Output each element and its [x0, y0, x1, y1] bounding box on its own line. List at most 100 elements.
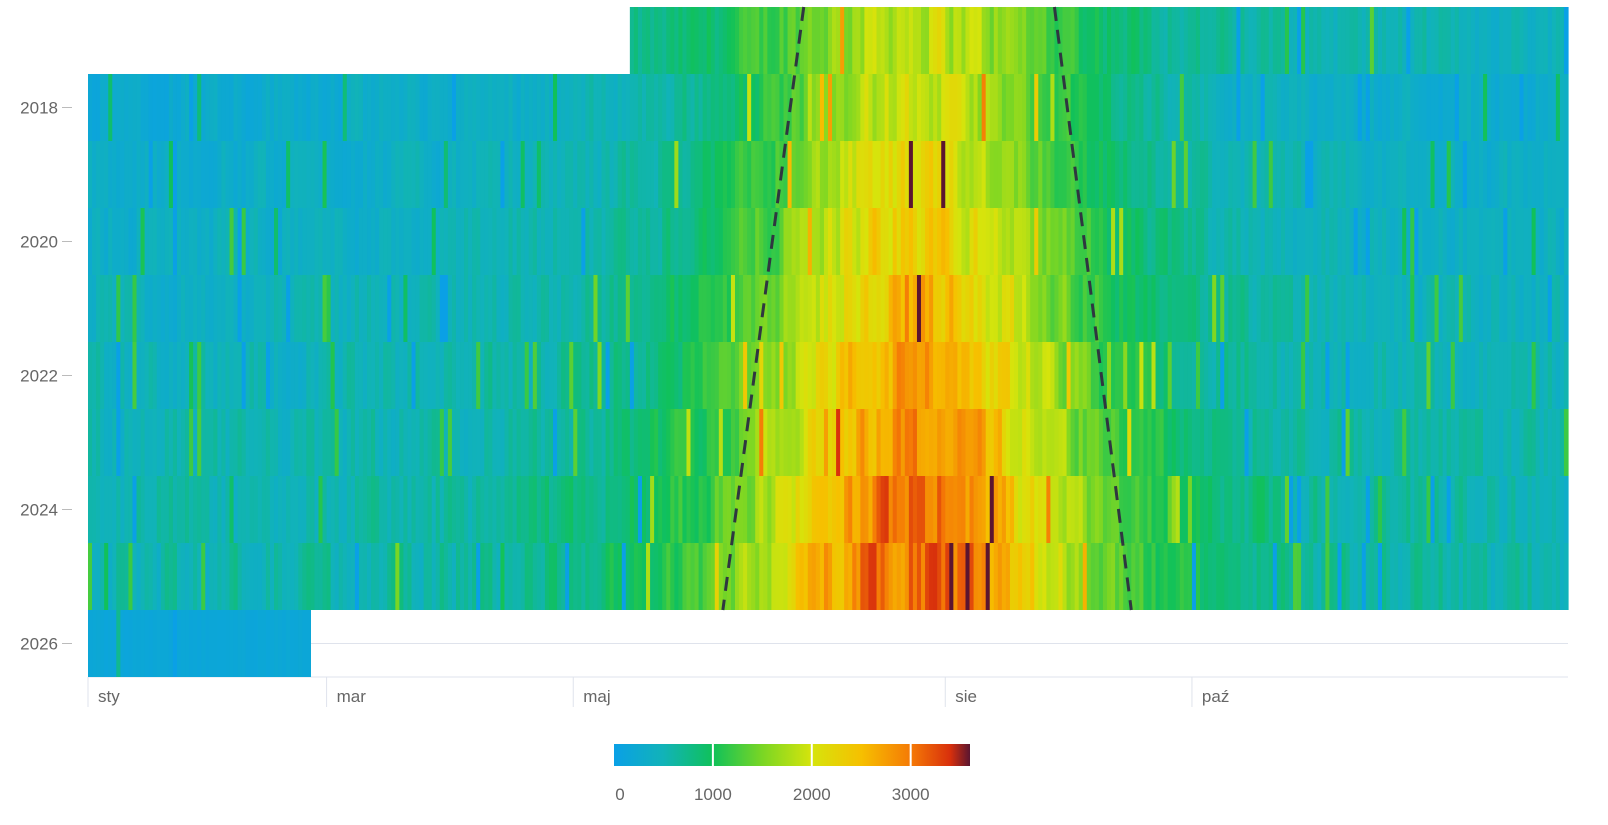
heatmap-cell — [892, 208, 898, 275]
heatmap-cell — [431, 409, 437, 476]
heatmap-cell — [334, 74, 340, 141]
heatmap-cell — [613, 74, 619, 141]
heatmap-cell — [1519, 141, 1525, 208]
heatmap-cell — [621, 275, 627, 342]
heatmap-cell — [581, 141, 586, 208]
heatmap-cell — [496, 141, 502, 208]
heatmap-cell — [480, 208, 485, 275]
heatmap-cell — [880, 7, 886, 74]
heatmap-cell — [1301, 342, 1306, 409]
heatmap-cell — [1377, 141, 1383, 208]
heatmap-cell — [997, 141, 1003, 208]
heatmap-cell — [726, 141, 732, 208]
heatmap-cell — [848, 74, 853, 141]
heatmap-cell — [1539, 141, 1545, 208]
heatmap-cell — [1143, 342, 1149, 409]
heatmap-cell — [172, 208, 178, 275]
heatmap-cell — [241, 74, 247, 141]
heatmap-cell — [1313, 7, 1318, 74]
heatmap-cell — [197, 409, 202, 476]
heatmap-cell — [1458, 208, 1464, 275]
heatmap-cell — [1179, 208, 1185, 275]
heatmap-cell — [565, 275, 570, 342]
heatmap-cell — [1430, 342, 1436, 409]
heatmap-cell — [1147, 476, 1153, 543]
heatmap-cell — [892, 409, 898, 476]
heatmap-cell — [1111, 476, 1116, 543]
heatmap-cell — [912, 476, 918, 543]
heatmap-cell — [164, 342, 170, 409]
heatmap-cell — [423, 342, 429, 409]
heatmap-cell — [1325, 409, 1331, 476]
heatmap-cell — [941, 74, 946, 141]
heatmap-cell — [593, 141, 599, 208]
heatmap-cell — [860, 342, 865, 409]
heatmap-cell — [261, 409, 267, 476]
heatmap-cell — [1256, 141, 1262, 208]
heatmap-cell — [1555, 543, 1561, 610]
heatmap-cell — [674, 74, 679, 141]
heatmap-cell — [569, 543, 574, 610]
heatmap-cell — [589, 74, 595, 141]
heatmap-cell — [1305, 543, 1310, 610]
heatmap-cell — [1414, 141, 1419, 208]
heatmap-cell — [278, 208, 283, 275]
heatmap-cell — [730, 141, 736, 208]
heatmap-cell — [751, 7, 756, 74]
heatmap-cell — [1547, 342, 1553, 409]
heatmap-cell — [120, 208, 125, 275]
heatmap-cell — [1183, 342, 1189, 409]
heatmap-cell — [1357, 141, 1363, 208]
heatmap-cell — [468, 141, 473, 208]
heatmap-cell — [993, 342, 999, 409]
heatmap-cell — [415, 141, 421, 208]
heatmap-cell — [1373, 543, 1379, 610]
heatmap-cell — [168, 141, 174, 208]
heatmap-cell — [1171, 74, 1177, 141]
heatmap-cell — [823, 141, 829, 208]
heatmap-cell — [290, 543, 295, 610]
x-tick-label: mar — [337, 687, 367, 706]
heatmap-cell — [1014, 208, 1019, 275]
heatmap-cell — [1260, 543, 1266, 610]
heatmap-cell — [1551, 409, 1557, 476]
heatmap-cell — [836, 7, 841, 74]
heatmap-cell — [1317, 74, 1322, 141]
heatmap-cell — [1361, 275, 1367, 342]
heatmap-cell — [1317, 275, 1322, 342]
heatmap-cell — [460, 409, 465, 476]
heatmap-cell — [1297, 74, 1302, 141]
heatmap-cell — [1357, 7, 1363, 74]
heatmap-cell — [1167, 409, 1173, 476]
heatmap-cell — [1470, 208, 1476, 275]
heatmap-cell — [1386, 342, 1391, 409]
heatmap-cell — [755, 342, 760, 409]
heatmap-cell — [419, 208, 425, 275]
heatmap-cell — [225, 409, 231, 476]
heatmap-cell — [108, 476, 113, 543]
heatmap-cell — [1086, 208, 1092, 275]
heatmap-cell — [1216, 275, 1221, 342]
heatmap-cell — [464, 208, 469, 275]
heatmap-cell — [1309, 208, 1314, 275]
heatmap-cell — [767, 275, 772, 342]
heatmap-cell — [1381, 409, 1387, 476]
heatmap-cell — [702, 342, 708, 409]
heatmap-cell — [504, 275, 510, 342]
heatmap-cell — [977, 7, 983, 74]
heatmap-cell — [326, 208, 332, 275]
heatmap-cell — [832, 208, 837, 275]
heatmap-cell — [811, 208, 817, 275]
heatmap-cell — [872, 543, 878, 610]
heatmap-cell — [354, 409, 360, 476]
heatmap-cell — [751, 275, 756, 342]
heatmap-cell — [1293, 74, 1298, 141]
heatmap-cell — [908, 275, 914, 342]
heatmap-cell — [221, 409, 227, 476]
heatmap-cell — [1256, 7, 1262, 74]
heatmap-cell — [1398, 409, 1403, 476]
heatmap-cell — [451, 275, 457, 342]
heatmap-cell — [205, 342, 210, 409]
heatmap-cell — [823, 208, 829, 275]
heatmap-cell — [274, 275, 279, 342]
